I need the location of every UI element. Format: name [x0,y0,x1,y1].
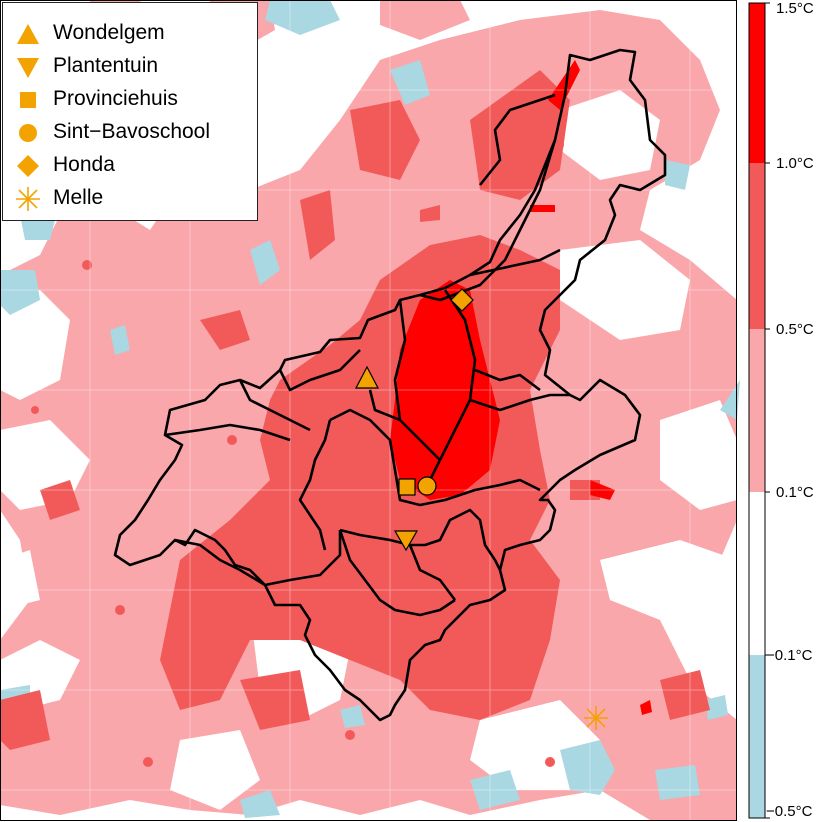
colorbar-band-neg [749,655,765,818]
legend-label: Plantentuin [53,54,159,77]
colorbar-label-1p0: 1.0°C [776,155,814,172]
contour-band-neg [0,0,740,818]
marker-wondelgem [355,365,379,389]
colorbar-label-0p5: 0.5°C [776,321,814,338]
contour-band-1p0-1p5 [390,60,652,715]
colorbar-band-neutral [749,492,765,655]
colorbar [748,2,770,819]
boundary-east-2 [474,368,541,392]
legend-item-honda: Honda [3,151,257,181]
boundary-west-2 [368,389,401,422]
colorbar-frame [748,2,766,819]
colorbar-label-0p1: 0.1°C [776,484,814,501]
marker-provinciehuis [398,478,416,496]
boundary-east-1 [469,393,570,412]
triangle-up-icon [17,24,39,44]
contour-hotspots [31,141,564,767]
colorbar-label-neg0p5: −0.5°C [766,803,813,820]
boundary-sw-2 [264,530,342,587]
boundary-port [469,248,561,277]
colorbar-band-1p0-1p5 [749,3,765,163]
circle-icon [19,124,37,142]
station-markers [355,288,608,730]
marker-sint-bavoschool [417,476,437,496]
legend-item-melle: Melle [3,184,257,214]
legend-label: Wondelgem [53,21,165,44]
legend-item-plantentuin: Plantentuin [3,52,257,82]
boundary-sw [174,538,266,587]
colorbar-label-1p5: 1.5°C [776,0,814,17]
marker-melle [584,706,608,730]
marker-plantentuin [393,530,419,552]
boundary-north-inner [478,93,556,186]
legend-item-wondelgem: Wondelgem [3,19,257,49]
legend-item-sint-bavoschool: Sint−Bavoschool [3,118,257,148]
legend: Wondelgem Plantentuin Provinciehuis Sint… [2,2,258,221]
legend-label: Provinciehuis [53,87,178,110]
diamond-icon [17,155,39,177]
boundary-west-4 [238,379,311,432]
boundary-south-1 [339,508,502,571]
boundary-north-strip [419,139,557,302]
boundary-west-3 [164,423,291,442]
boundary-west-1 [278,349,361,392]
marker-honda [450,288,474,312]
legend-label: Sint−Bavoschool [53,120,211,143]
boundary-center-loop [329,408,541,507]
boundary-south-2 [338,529,456,617]
city-boundaries [113,48,667,722]
legend-label: Honda [53,153,115,176]
asterisk-icon [16,187,40,211]
map-frame [0,0,737,821]
colorbar-label-neg0p1: −0.1°C [766,647,813,664]
square-icon [20,92,36,108]
colorbar-band-0p5-1p0 [749,163,765,329]
legend-label: Melle [53,186,104,209]
boundary-south-3 [408,544,457,601]
boundary-center-west [298,419,332,551]
boundary-central-1 [393,299,421,441]
boundary-central-3 [419,439,441,461]
colorbar-band-0p1-0p5 [749,329,765,492]
legend-item-provinciehuis: Provinciehuis [3,85,257,115]
triangle-down-icon [17,58,39,78]
